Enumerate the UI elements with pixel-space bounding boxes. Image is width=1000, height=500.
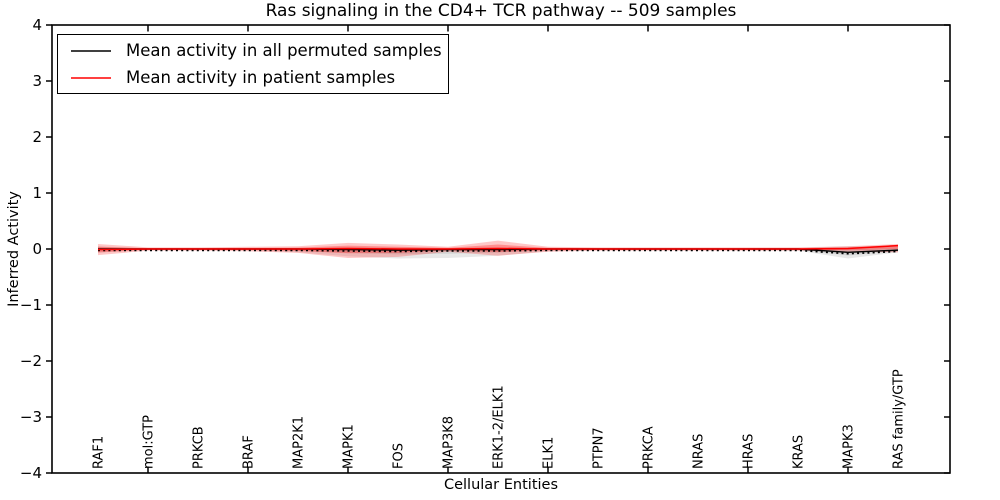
x-category-label: MAP2K1: [292, 416, 307, 469]
x-category-label: MAP3K8: [442, 416, 457, 469]
x-category-label: NRAS: [692, 434, 707, 469]
x-category-label: KRAS: [792, 435, 807, 469]
legend-label-permuted: Mean activity in all permuted samples: [126, 41, 442, 60]
x-category-label: MAPK1: [342, 424, 357, 469]
x-category-label: PRKCA: [642, 426, 657, 469]
x-category-label: FOS: [392, 443, 407, 469]
permuted-dotted-line: [98, 249, 899, 255]
y-tick-label: 4: [32, 16, 42, 34]
x-category-label: BRAF: [242, 435, 257, 469]
x-category-label: PTPN7: [592, 427, 607, 469]
y-tick-label: −1: [20, 296, 42, 314]
y-tick-label: 1: [32, 184, 42, 202]
x-category-label: RAS family/GTP: [892, 369, 907, 469]
patient-mean-line: [97, 244, 899, 251]
x-category-label: MAPK3: [842, 424, 857, 469]
x-category-label: mol:GTP: [142, 415, 157, 469]
y-tick-label: −4: [20, 464, 42, 482]
x-category-label: ERK1-2/ELK1: [492, 385, 507, 469]
x-category-label: PRKCB: [192, 426, 207, 469]
y-tick-label: 2: [32, 128, 42, 146]
x-category-label: RAF1: [92, 436, 107, 469]
legend-line-patient-icon: [71, 76, 111, 79]
legend-item-patient: Mean activity in patient samples: [68, 68, 448, 87]
legend-item-permuted: Mean activity in all permuted samples: [68, 41, 448, 60]
legend-line-permuted-icon: [71, 49, 111, 52]
x-axis-title: Cellular Entities: [443, 477, 559, 493]
y-tick-label: 0: [32, 240, 42, 258]
y-tick-label: −2: [20, 352, 42, 370]
legend: Mean activity in all permuted samples Me…: [57, 34, 449, 94]
x-category-label: HRAS: [742, 434, 757, 469]
y-axis-title: Inferred Activity: [6, 191, 22, 307]
chart-title: Ras signaling in the CD4+ TCR pathway --…: [265, 1, 737, 21]
y-tick-label: −3: [20, 408, 42, 426]
x-category-label: ELK1: [542, 437, 557, 469]
legend-label-patient: Mean activity in patient samples: [126, 68, 396, 87]
y-tick-label: 3: [32, 72, 42, 90]
